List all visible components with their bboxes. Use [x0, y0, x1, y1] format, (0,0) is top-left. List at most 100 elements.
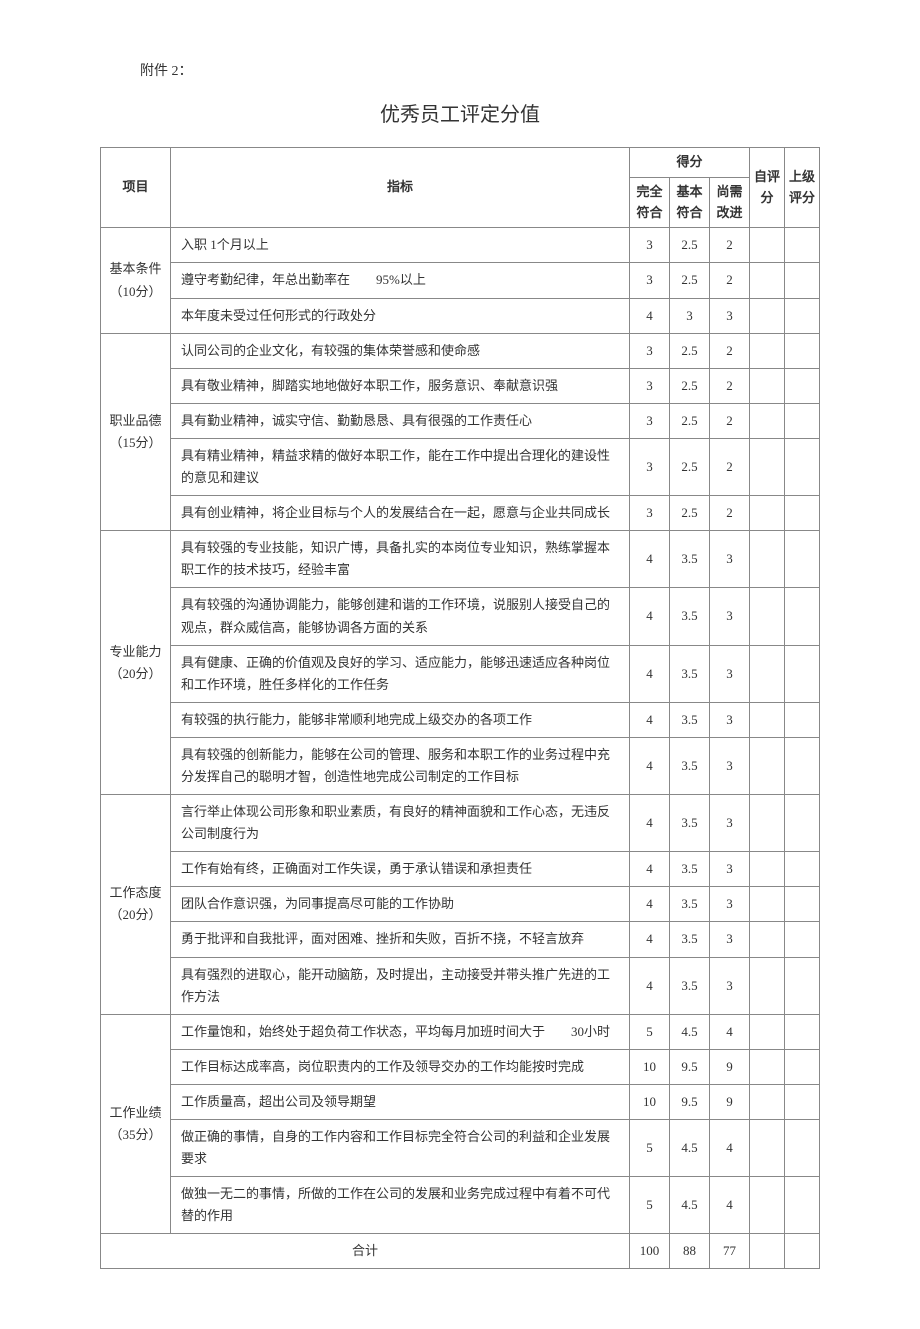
- superior-score-cell: [785, 852, 820, 887]
- score-cell: 10: [629, 1084, 669, 1119]
- score-cell: 4: [629, 852, 669, 887]
- score-cell: 3: [629, 263, 669, 298]
- self-score-cell: [750, 852, 785, 887]
- indicator-cell: 做独一无二的事情，所做的工作在公司的发展和业务完成过程中有着不可代替的作用: [171, 1177, 630, 1234]
- indicator-cell: 具有精业精神，精益求精的做好本职工作，能在工作中提出合理化的建设性的意见和建议: [171, 438, 630, 495]
- table-row: 做独一无二的事情，所做的工作在公司的发展和业务完成过程中有着不可代替的作用54.…: [101, 1177, 820, 1234]
- total-label: 合计: [101, 1234, 630, 1269]
- superior-score-cell: [785, 403, 820, 438]
- header-score-group: 得分: [629, 148, 749, 178]
- table-row: 工作目标达成率高，岗位职责内的工作及领导交办的工作均能按时完成109.59: [101, 1049, 820, 1084]
- score-cell: 5: [629, 1177, 669, 1234]
- score-cell: 10: [629, 1049, 669, 1084]
- score-cell: 9.5: [669, 1049, 709, 1084]
- table-row: 职业品德（15分）认同公司的企业文化，有较强的集体荣誉感和使命感32.52: [101, 333, 820, 368]
- table-row: 具有强烈的进取心，能开动脑筋，及时提出，主动接受并带头推广先进的工作方法43.5…: [101, 957, 820, 1014]
- self-score-cell: [750, 1014, 785, 1049]
- table-row: 具有创业精神，将企业目标与个人的发展结合在一起，愿意与企业共同成长32.52: [101, 496, 820, 531]
- score-cell: 4: [629, 957, 669, 1014]
- self-score-cell: [750, 588, 785, 645]
- score-cell: 3.5: [669, 702, 709, 737]
- score-cell: 3: [629, 438, 669, 495]
- self-score-cell: [750, 263, 785, 298]
- score-cell: 4: [629, 645, 669, 702]
- score-cell: 3.5: [669, 795, 709, 852]
- score-cell: 9: [709, 1084, 749, 1119]
- superior-score-cell: [785, 957, 820, 1014]
- self-score-cell: [750, 702, 785, 737]
- indicator-cell: 具有勤业精神，诚实守信、勤勤恳恳、具有很强的工作责任心: [171, 403, 630, 438]
- superior-score-cell: [785, 645, 820, 702]
- self-score-cell: [750, 1049, 785, 1084]
- superior-score-cell: [785, 887, 820, 922]
- indicator-cell: 团队合作意识强，为同事提高尽可能的工作协助: [171, 887, 630, 922]
- score-cell: 5: [629, 1120, 669, 1177]
- total-score-cell: 100: [629, 1234, 669, 1269]
- table-row: 团队合作意识强，为同事提高尽可能的工作协助43.53: [101, 887, 820, 922]
- header-full: 完全符合: [629, 177, 669, 228]
- total-self-cell: [750, 1234, 785, 1269]
- score-cell: 3: [669, 298, 709, 333]
- header-project: 项目: [101, 148, 171, 228]
- score-cell: 4: [629, 922, 669, 957]
- score-cell: 2: [709, 228, 749, 263]
- score-cell: 2: [709, 333, 749, 368]
- indicator-cell: 做正确的事情，自身的工作内容和工作目标完全符合公司的利益和企业发展要求: [171, 1120, 630, 1177]
- score-cell: 4.5: [669, 1014, 709, 1049]
- table-row: 工作质量高，超出公司及领导期望109.59: [101, 1084, 820, 1119]
- indicator-cell: 具有较强的沟通协调能力，能够创建和谐的工作环境，说服别人接受自己的观点，群众威信…: [171, 588, 630, 645]
- score-cell: 3: [709, 957, 749, 1014]
- score-cell: 9.5: [669, 1084, 709, 1119]
- indicator-cell: 工作目标达成率高，岗位职责内的工作及领导交办的工作均能按时完成: [171, 1049, 630, 1084]
- score-cell: 3: [629, 228, 669, 263]
- superior-score-cell: [785, 922, 820, 957]
- table-row: 专业能力（20分）具有较强的专业技能，知识广博，具备扎实的本岗位专业知识，熟练掌…: [101, 531, 820, 588]
- score-cell: 4.5: [669, 1120, 709, 1177]
- table-row: 本年度未受过任何形式的行政处分433: [101, 298, 820, 333]
- self-score-cell: [750, 645, 785, 702]
- superior-score-cell: [785, 1084, 820, 1119]
- header-self: 自评分: [750, 148, 785, 228]
- score-cell: 2.5: [669, 263, 709, 298]
- score-cell: 3: [629, 403, 669, 438]
- self-score-cell: [750, 1177, 785, 1234]
- superior-score-cell: [785, 737, 820, 794]
- self-score-cell: [750, 438, 785, 495]
- category-cell: 工作业绩（35分）: [101, 1014, 171, 1234]
- score-cell: 3: [709, 645, 749, 702]
- superior-score-cell: [785, 588, 820, 645]
- superior-score-cell: [785, 228, 820, 263]
- indicator-cell: 遵守考勤纪律，年总出勤率在 95%以上: [171, 263, 630, 298]
- score-cell: 2: [709, 263, 749, 298]
- score-cell: 4: [629, 531, 669, 588]
- total-score-cell: 77: [709, 1234, 749, 1269]
- score-cell: 9: [709, 1049, 749, 1084]
- table-row: 具有勤业精神，诚实守信、勤勤恳恳、具有很强的工作责任心32.52: [101, 403, 820, 438]
- category-cell: 专业能力（20分）: [101, 531, 171, 795]
- indicator-cell: 具有敬业精神，脚踏实地地做好本职工作，服务意识、奉献意识强: [171, 368, 630, 403]
- score-cell: 4: [629, 887, 669, 922]
- evaluation-table: 项目 指标 得分 自评分 上级评分 完全符合 基本符合 尚需改进 基本条件（10…: [100, 147, 820, 1269]
- self-score-cell: [750, 1120, 785, 1177]
- superior-score-cell: [785, 368, 820, 403]
- self-score-cell: [750, 403, 785, 438]
- superior-score-cell: [785, 438, 820, 495]
- indicator-cell: 有较强的执行能力，能够非常顺利地完成上级交办的各项工作: [171, 702, 630, 737]
- self-score-cell: [750, 496, 785, 531]
- header-basic: 基本符合: [669, 177, 709, 228]
- superior-score-cell: [785, 333, 820, 368]
- page-title: 优秀员工评定分值: [100, 98, 820, 127]
- indicator-cell: 具有健康、正确的价值观及良好的学习、适应能力，能够迅速适应各种岗位和工作环境，胜…: [171, 645, 630, 702]
- score-cell: 3: [709, 588, 749, 645]
- category-cell: 职业品德（15分）: [101, 333, 171, 531]
- table-row: 具有精业精神，精益求精的做好本职工作，能在工作中提出合理化的建设性的意见和建议3…: [101, 438, 820, 495]
- score-cell: 3: [629, 496, 669, 531]
- score-cell: 3: [709, 531, 749, 588]
- category-cell: 基本条件（10分）: [101, 228, 171, 333]
- score-cell: 3: [709, 887, 749, 922]
- score-cell: 4: [709, 1177, 749, 1234]
- table-row: 基本条件（10分）入职 1个月以上32.52: [101, 228, 820, 263]
- superior-score-cell: [785, 1177, 820, 1234]
- indicator-cell: 工作有始有终，正确面对工作失误，勇于承认错误和承担责任: [171, 852, 630, 887]
- superior-score-cell: [785, 263, 820, 298]
